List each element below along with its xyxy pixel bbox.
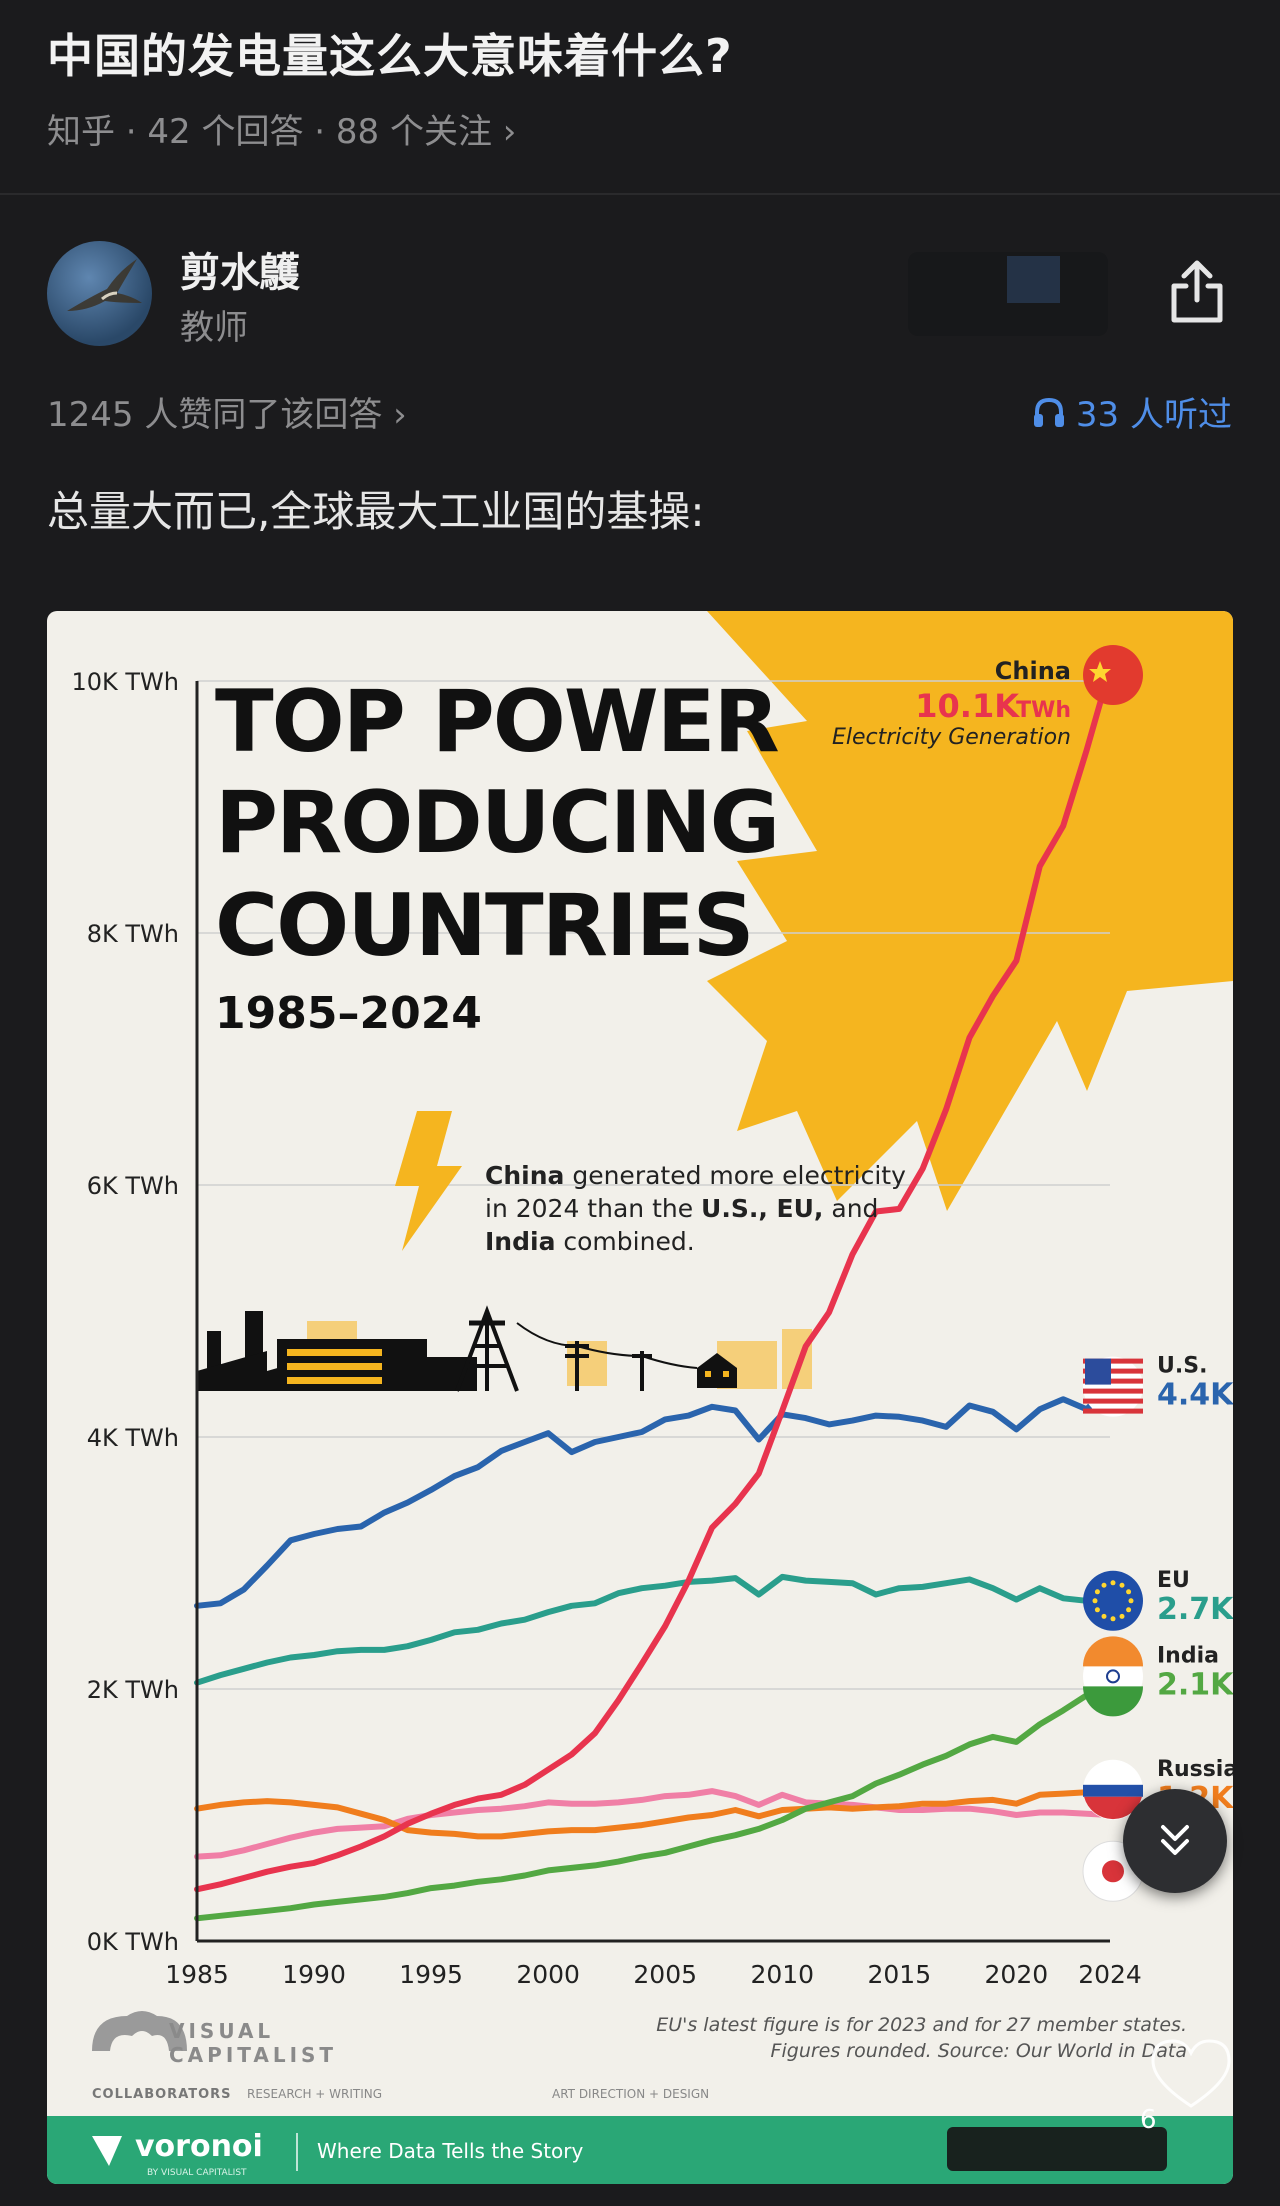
double-chevron-down-icon xyxy=(1161,1825,1189,1855)
source-note-1: EU's latest figure is for 2023 and for 2… xyxy=(656,2014,1187,2036)
x-tick-label: 2000 xyxy=(516,1960,580,1989)
y-tick-label: 2K TWh xyxy=(87,1676,179,1704)
series-line-eu xyxy=(194,1573,1113,1686)
chart-subtitle: 1985–2024 xyxy=(215,988,482,1039)
bird-avatar-icon xyxy=(67,259,142,311)
china-label: China xyxy=(995,657,1071,685)
x-tick-label: 1990 xyxy=(282,1960,346,1989)
series-line-japan xyxy=(194,1788,1113,1860)
series-line-india xyxy=(194,1673,1113,1922)
end-label-value: 4.4K xyxy=(1157,1378,1233,1413)
x-tick-label: 2010 xyxy=(750,1960,814,1989)
china-flag-icon xyxy=(1083,645,1143,705)
callout-bold-1: China xyxy=(485,1161,564,1190)
factory-skyline xyxy=(197,1305,812,1392)
end-label-name: EU xyxy=(1157,1568,1190,1593)
callout-rest-1: generated more electricity xyxy=(564,1161,906,1190)
redacted-watermark xyxy=(947,2127,1167,2171)
end-label-name: India xyxy=(1157,1643,1219,1668)
end-label-name: Russia xyxy=(1157,1757,1233,1782)
series-line-russia xyxy=(194,1786,1113,1840)
redacted-block xyxy=(1007,256,1060,303)
visual-capitalist-logo xyxy=(92,2011,187,2051)
author-title: 教师 xyxy=(180,308,248,348)
listen-count: 33 人听过 xyxy=(1075,395,1232,435)
end-label-name: U.S. xyxy=(1157,1354,1207,1379)
answer-text: 总量大而已,全球最大工业国的基操: xyxy=(47,487,705,536)
end-label-value: 2.1K xyxy=(1157,1667,1233,1702)
x-tick-label: 2020 xyxy=(985,1960,1049,1989)
series-line-china xyxy=(194,665,1113,1893)
callout-pre-2: in 2024 than the xyxy=(485,1194,701,1223)
brand-line-2: CAPITALIST xyxy=(169,2043,337,2067)
china-unit: TWh xyxy=(1016,698,1071,723)
scroll-down-button[interactable] xyxy=(1123,1789,1227,1893)
sun-burst xyxy=(707,611,1233,1211)
footer-brand: voronoi xyxy=(135,2129,263,2164)
chart-title-line-1: TOP POWER xyxy=(215,672,778,772)
callout-rest-3: combined. xyxy=(555,1227,694,1256)
footer-tagline: Where Data Tells the Story xyxy=(317,2139,584,2163)
callout-rest-2: and xyxy=(823,1194,878,1223)
voronoi-logo-icon xyxy=(92,2136,122,2166)
y-tick-label: 4K TWh xyxy=(87,1424,179,1452)
header-divider xyxy=(0,193,1280,195)
author-name[interactable]: 剪水鸌 xyxy=(180,250,300,296)
lightning-icon xyxy=(395,1111,462,1251)
question-meta[interactable]: 知乎 · 42 个回答 · 88 个关注 › xyxy=(47,112,517,152)
likes-summary[interactable]: 1245 人赞同了该回答 › xyxy=(47,395,407,435)
y-tick-label: 0K TWh xyxy=(87,1928,179,1956)
x-tick-label: 2005 xyxy=(633,1960,697,1989)
y-tick-label: 8K TWh xyxy=(87,920,179,948)
headphones-icon xyxy=(1033,397,1064,427)
flag-russia-icon xyxy=(1083,1759,1143,1820)
art-label: ART DIRECTION + DESIGN xyxy=(552,2087,709,2101)
flag-india-icon xyxy=(1083,1636,1143,1717)
question-title[interactable]: 中国的发电量这么大意味着什么? xyxy=(47,29,733,83)
line-chart: 0K TWh 2K TWh 4K TWh 6K TWh 8K TWh 10K TWh 198… xyxy=(47,611,1233,2184)
like-count: 6 xyxy=(1140,2105,1157,2135)
chart-title-line-3: COUNTRIES xyxy=(215,876,753,976)
share-icon[interactable] xyxy=(1166,258,1228,326)
x-tick-label: 1985 xyxy=(165,1960,229,1989)
x-tick-label: 2015 xyxy=(867,1960,931,1989)
heart-icon[interactable] xyxy=(1151,2039,1231,2108)
callout-bold-2: U.S., EU, xyxy=(701,1194,823,1223)
brand-line-1: VISUAL xyxy=(169,2019,274,2043)
listen-button[interactable]: 33 人听过 xyxy=(1032,387,1232,436)
end-label-value: 2.7K xyxy=(1157,1592,1233,1627)
collaborators-label: COLLABORATORS xyxy=(92,2087,232,2102)
x-tick-label: 2024 xyxy=(1078,1960,1142,1989)
china-caption: Electricity Generation xyxy=(832,725,1071,750)
infographic-image[interactable]: 0K TWh 2K TWh 4K TWh 6K TWh 8K TWh 10K TWh 198… xyxy=(47,611,1233,2184)
callout-text: China generated more electricity in 2024… xyxy=(485,1161,914,1256)
source-note-2: Figures rounded. Source: Our World in Da… xyxy=(771,2040,1187,2062)
flag-us-icon xyxy=(1083,1356,1143,1417)
x-tick-label: 1995 xyxy=(399,1960,463,1989)
research-label: RESEARCH + WRITING xyxy=(247,2087,382,2101)
footer-sub: BY VISUAL CAPITALIST xyxy=(147,2168,247,2178)
flag-eu-icon xyxy=(1083,1570,1143,1631)
avatar[interactable] xyxy=(47,241,152,346)
y-tick-label: 10K TWh xyxy=(71,668,179,696)
china-value: 10.1K xyxy=(915,687,1020,725)
y-tick-label: 6K TWh xyxy=(87,1172,179,1200)
series-line-us xyxy=(194,1383,1113,1609)
chart-title-line-2: PRODUCING xyxy=(215,773,778,873)
callout-bold-3: India xyxy=(485,1227,555,1256)
